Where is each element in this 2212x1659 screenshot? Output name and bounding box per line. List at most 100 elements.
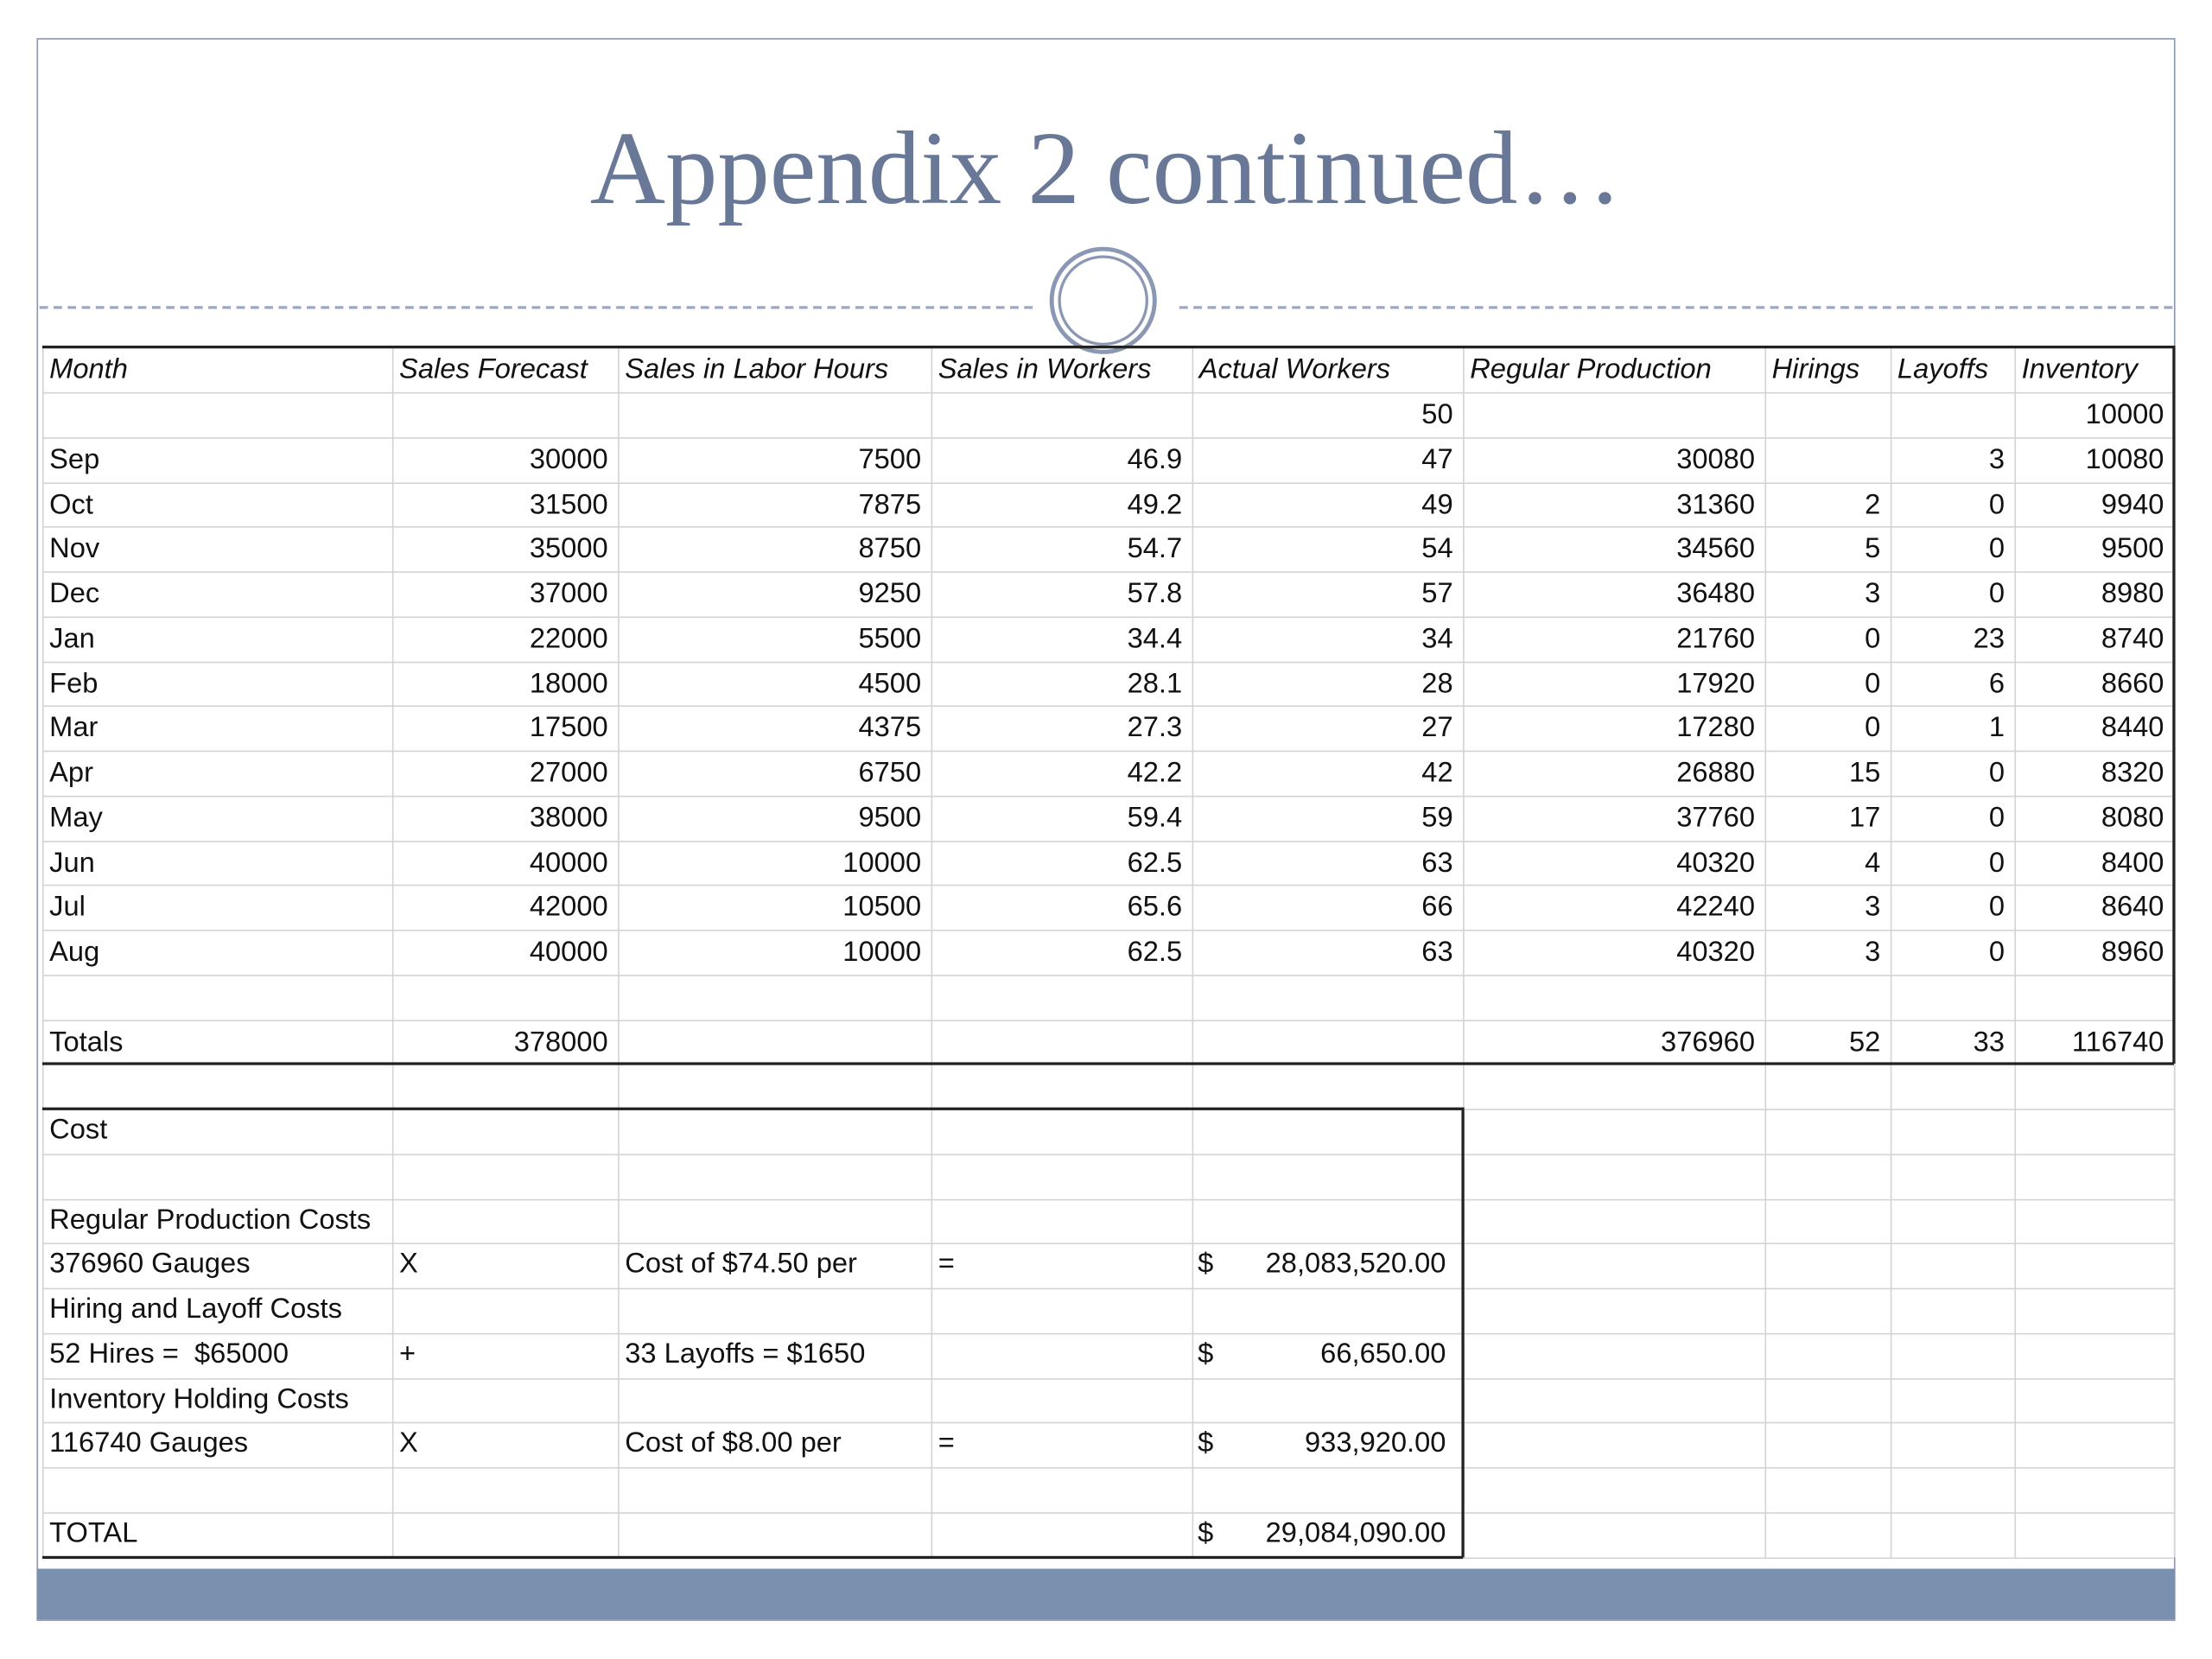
grid-line	[41, 481, 2174, 484]
cost-amount: 66,650.00	[1320, 1338, 1446, 1370]
table-border	[41, 345, 2174, 349]
table-cell: 1	[1988, 712, 2005, 744]
table-cell: 59.4	[1127, 802, 1183, 834]
table-cell: 3	[1865, 937, 1881, 968]
table-cell: 27000	[529, 757, 608, 789]
table-cell: 30000	[529, 443, 608, 475]
table-cell: 23	[1973, 623, 2005, 655]
grid-line	[41, 840, 2174, 842]
table-cell: 17280	[1676, 712, 1756, 744]
table-cell: 54	[1421, 533, 1453, 565]
table-cell: 34.4	[1127, 623, 1183, 655]
table-cell: 10000	[842, 847, 922, 879]
grid-line	[41, 1377, 2174, 1379]
table-cell: 8740	[2101, 623, 2164, 655]
table-cell: 42240	[1676, 892, 1756, 924]
title-ornament	[1058, 255, 1148, 346]
table-cell: 8080	[2101, 802, 2164, 834]
table-cell: 8660	[2101, 668, 2164, 699]
table-cell: 38000	[529, 802, 608, 834]
cost-text: 52 Hires = $65000	[49, 1338, 289, 1370]
table-cell: 0	[1988, 488, 2005, 520]
table-cell: 54.7	[1127, 533, 1183, 565]
cost-text: Cost of $74.50 per	[625, 1249, 857, 1281]
table-cell: 37000	[529, 578, 608, 610]
grid-line	[41, 929, 2174, 931]
table-cell: 42.2	[1127, 757, 1183, 789]
cost-border	[41, 1554, 1464, 1559]
grid-line	[41, 436, 2174, 439]
table-cell: 35000	[529, 533, 608, 565]
slide-title: Appendix 2 continued…	[589, 111, 1623, 227]
table-cell: 22000	[529, 623, 608, 655]
table-cell: 8400	[2101, 847, 2164, 879]
table-cell: 31360	[1676, 488, 1756, 520]
table-cell: 40000	[529, 847, 608, 879]
table-cell: 49	[1421, 488, 1453, 520]
table-cell: 8320	[2101, 757, 2164, 789]
table-cell: 34	[1421, 623, 1453, 655]
table-cell: 0	[1988, 802, 2005, 834]
table-cell: 5	[1865, 533, 1881, 565]
table-cell: 65.6	[1127, 892, 1183, 924]
table-cell: 3	[1865, 892, 1881, 924]
table-cell: 62.5	[1127, 847, 1183, 879]
grid-line	[41, 616, 2174, 618]
table-cell: 10080	[2085, 443, 2164, 475]
table-cell: 3	[1865, 578, 1881, 610]
cost-border	[1461, 1107, 1465, 1557]
column-header: Sales Forecast	[399, 353, 588, 385]
table-cell: 8440	[2101, 712, 2164, 744]
footer-bar	[36, 1568, 2176, 1620]
table-cell: 37760	[1676, 802, 1756, 834]
table-cell: 17500	[529, 712, 608, 744]
table-cell: 8750	[858, 533, 922, 565]
grid-line	[1890, 345, 1892, 1557]
grid-line	[2014, 345, 2017, 1557]
cost-text: 33 Layoffs = $1650	[625, 1338, 866, 1370]
table-cell: 26880	[1676, 757, 1756, 789]
totals-cell: 33	[1973, 1026, 2005, 1058]
month-label: Jul	[49, 892, 86, 924]
table-border	[41, 1062, 2174, 1066]
cost-currency: $	[1198, 1338, 1214, 1370]
table-cell: 8980	[2101, 578, 2164, 610]
table-cell: 62.5	[1127, 937, 1183, 968]
column-header: Actual Workers	[1198, 353, 1391, 385]
table-cell: 0	[1988, 533, 2005, 565]
grid-line	[41, 1243, 2174, 1245]
column-header: Inventory	[2021, 353, 2138, 385]
grid-line	[41, 1154, 2174, 1155]
grid-line	[1764, 345, 1767, 1557]
cost-currency: $	[1198, 1517, 1214, 1549]
cost-text: Inventory Holding Costs	[49, 1382, 349, 1414]
table-cell: 6	[1988, 668, 2005, 699]
cost-text: =	[938, 1249, 955, 1281]
month-label: Mar	[49, 712, 99, 744]
table-cell: 8960	[2101, 937, 2164, 968]
table-cell: 42000	[529, 892, 608, 924]
cost-text: Cost	[49, 1114, 108, 1146]
column-header: Sales in Labor Hours	[625, 353, 889, 385]
table-cell: 10000	[842, 937, 922, 968]
title-divider	[1179, 306, 2173, 309]
month-label: May	[49, 802, 103, 834]
table-cell: 0	[1988, 578, 2005, 610]
cost-amount: 29,084,090.00	[1265, 1517, 1446, 1549]
table-cell: 0	[1865, 712, 1881, 744]
table-cell: 28	[1421, 668, 1453, 699]
table-cell: 0	[1988, 892, 2005, 924]
cost-currency: $	[1198, 1427, 1214, 1459]
totals-cell: 378000	[513, 1026, 608, 1058]
grid-line	[41, 571, 2174, 573]
table-cell: 2	[1865, 488, 1881, 520]
grid-line	[41, 885, 2174, 887]
month-label: Nov	[49, 533, 100, 565]
table-cell: 7875	[858, 488, 922, 520]
grid-line	[41, 1511, 2174, 1514]
table-cell: 0	[1988, 757, 2005, 789]
grid-line	[41, 391, 2174, 394]
cost-text: X	[399, 1427, 418, 1459]
